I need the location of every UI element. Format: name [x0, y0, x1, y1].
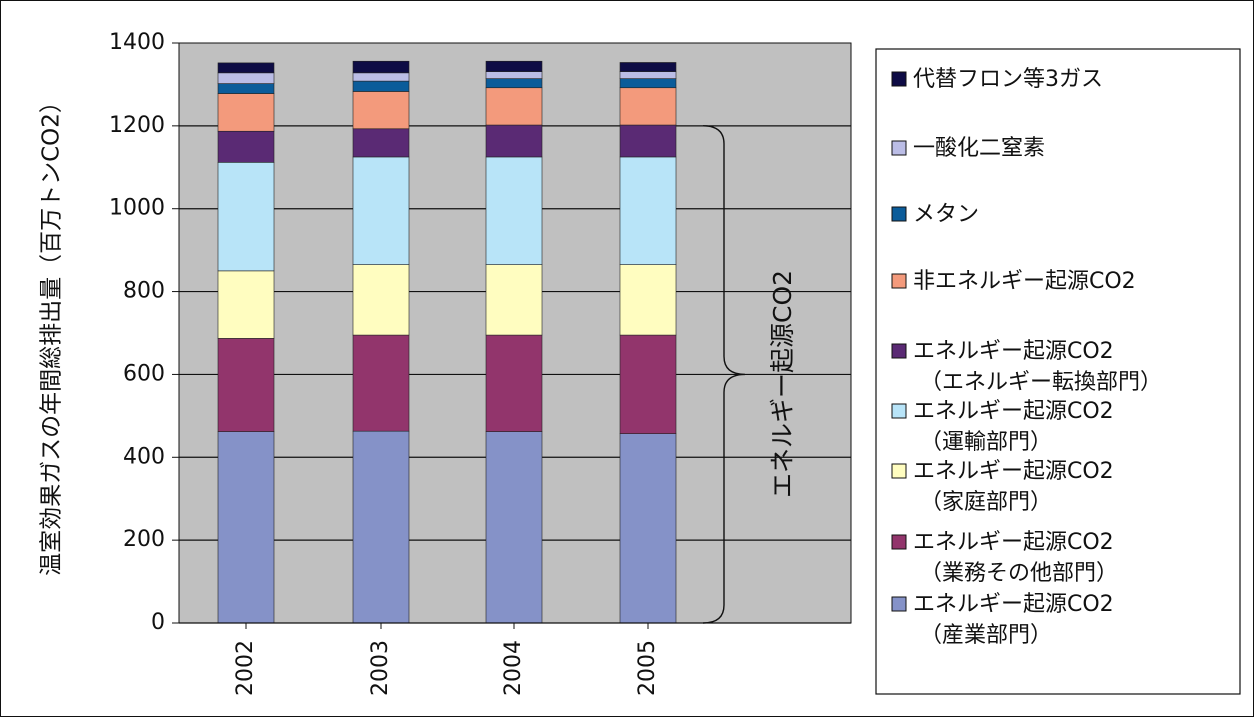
legend-swatch — [891, 273, 907, 289]
legend-label: エネルギー起源CO2 — [913, 530, 1114, 555]
bar-segment — [485, 60, 543, 72]
bar-segment — [485, 124, 543, 158]
x-tick-label: 2004 — [501, 640, 526, 696]
y-tick-label: 1000 — [109, 196, 165, 221]
bracket-label: エネルギー起源CO2 — [768, 270, 797, 498]
bar-segment — [485, 78, 543, 89]
legend-swatch — [891, 140, 907, 156]
bar-segment — [217, 72, 275, 84]
legend-label: 代替フロン等3ガス — [913, 67, 1103, 92]
bar-segment — [485, 87, 543, 126]
y-axis: 0 200 400 600 800 1000 1200 1400 — [109, 30, 179, 635]
bar-segment — [619, 71, 677, 79]
legend-label: （家庭部門） — [920, 490, 1052, 515]
bar-segment — [217, 338, 275, 432]
bar-segment — [619, 87, 677, 126]
legend-label: （産業部門） — [920, 623, 1052, 648]
bar-segment — [217, 93, 275, 132]
bar-segment — [352, 156, 410, 265]
bar-segment — [217, 130, 275, 163]
bar-segment — [619, 334, 677, 434]
x-tick-label: 2002 — [233, 640, 258, 696]
bar-segment — [485, 334, 543, 432]
bar-segment — [619, 264, 677, 336]
legend-label: エネルギー起源CO2 — [913, 459, 1114, 484]
legend-label: エネルギー起源CO2 — [913, 592, 1114, 617]
legend-label: （業務その他部門） — [920, 561, 1118, 586]
legend-label: 一酸化二窒素 — [913, 136, 1045, 161]
legend-label: （エネルギー転換部門） — [920, 370, 1162, 395]
legend-box — [875, 48, 1241, 695]
bar-segment — [485, 264, 543, 336]
legend-swatch — [891, 343, 907, 359]
bar-segment — [352, 128, 410, 158]
bar-segment — [485, 71, 543, 79]
legend-swatch — [891, 206, 907, 222]
bar-segment — [619, 78, 677, 89]
x-tick-label: 2005 — [635, 640, 660, 696]
bracket-brace — [702, 125, 746, 624]
y-tick-label: 1200 — [109, 113, 165, 138]
bar-segment — [352, 334, 410, 432]
bar-segment — [619, 156, 677, 265]
legend-label: （運輸部門） — [920, 430, 1052, 455]
y-tick-label: 200 — [123, 527, 165, 552]
bar-segment — [352, 80, 410, 92]
y-tick-label: 800 — [123, 279, 165, 304]
bar-segment — [217, 431, 275, 624]
bar-segment — [217, 83, 275, 94]
bar-segment — [485, 156, 543, 265]
y-axis-label: 温室効果ガスの年間総排出量（百万トンCO2） — [39, 90, 65, 576]
bars — [217, 60, 677, 624]
bar-segment — [217, 162, 275, 272]
y-tick-label: 600 — [123, 361, 165, 386]
bar-segment — [352, 91, 410, 130]
legend-label: 非エネルギー起源CO2 — [913, 269, 1136, 294]
bar-segment — [217, 62, 275, 74]
legend-label: メタン — [913, 202, 979, 227]
x-tick-label: 2003 — [368, 640, 393, 696]
energy-bracket: エネルギー起源CO2 — [702, 125, 797, 624]
legend-swatch — [891, 596, 907, 612]
legend-swatch — [891, 71, 907, 87]
bar-segment — [619, 62, 677, 72]
y-tick-label: 1400 — [109, 30, 165, 55]
legend-swatch — [891, 534, 907, 550]
bar-segment — [619, 433, 677, 624]
bar-segment — [352, 264, 410, 336]
y-tick-label: 400 — [123, 444, 165, 469]
bar-segment — [352, 430, 410, 624]
x-axis: 2002 2003 2004 2005 — [179, 622, 851, 696]
legend-label: エネルギー起源CO2 — [913, 399, 1114, 424]
legend-swatch — [891, 403, 907, 419]
legend-swatch — [891, 463, 907, 479]
bar-segment — [352, 72, 410, 82]
bar-segment — [217, 270, 275, 339]
legend-label: エネルギー起源CO2 — [913, 339, 1114, 364]
bar-segment — [485, 431, 543, 624]
y-tick-label: 0 — [151, 610, 165, 635]
bar-segment — [619, 124, 677, 158]
bar-segment — [352, 60, 410, 74]
